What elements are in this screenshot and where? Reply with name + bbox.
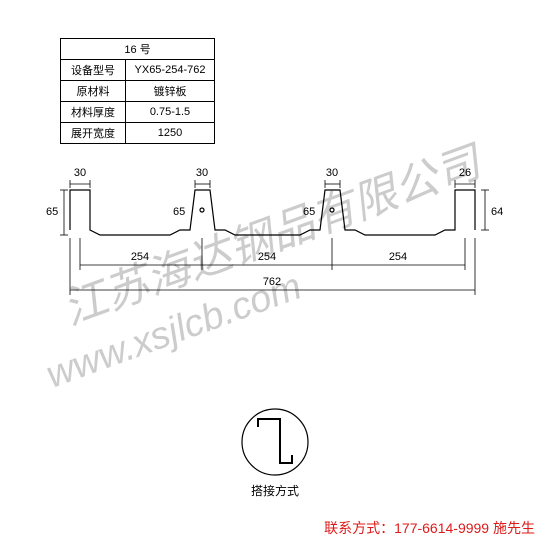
spec-title: 16 号 [61,39,215,60]
contact-name: 施先生 [489,520,535,536]
spec-value: 1250 [126,123,215,144]
spec-value: 镀锌板 [126,81,215,102]
spec-label: 设备型号 [61,60,126,81]
dim-height: 65 [46,206,58,218]
spec-value: YX65-254-762 [126,60,215,81]
dim-height: 64 [491,206,503,218]
dim-top: 30 [326,167,338,179]
spec-table: 16 号 设备型号 YX65-254-762 原材料 镀锌板 材料厚度 0.75… [60,38,215,144]
contact-label: 联系方式： [324,520,394,536]
spec-label: 原材料 [61,81,126,102]
contact-phone: 177-6614-9999 [394,520,489,536]
spec-label: 展开宽度 [61,123,126,144]
dim-height: 65 [173,206,185,218]
connection-detail [240,405,310,480]
connection-label: 搭接方式 [245,482,305,499]
dim-height: 65 [303,206,315,218]
contact-info: 联系方式：177-6614-9999 施先生 [324,518,535,538]
dim-spacing: 254 [131,251,149,263]
dim-spacing: 254 [389,251,407,263]
dim-spacing: 254 [258,251,276,263]
dim-top: 30 [196,167,208,179]
spec-value: 0.75-1.5 [126,102,215,123]
dim-top: 26 [459,167,471,179]
dim-total: 762 [263,276,281,288]
dim-top: 30 [74,167,86,179]
profile-drawing: 30 30 30 26 65 65 65 64 254 254 254 762 [40,160,520,360]
spec-label: 材料厚度 [61,102,126,123]
